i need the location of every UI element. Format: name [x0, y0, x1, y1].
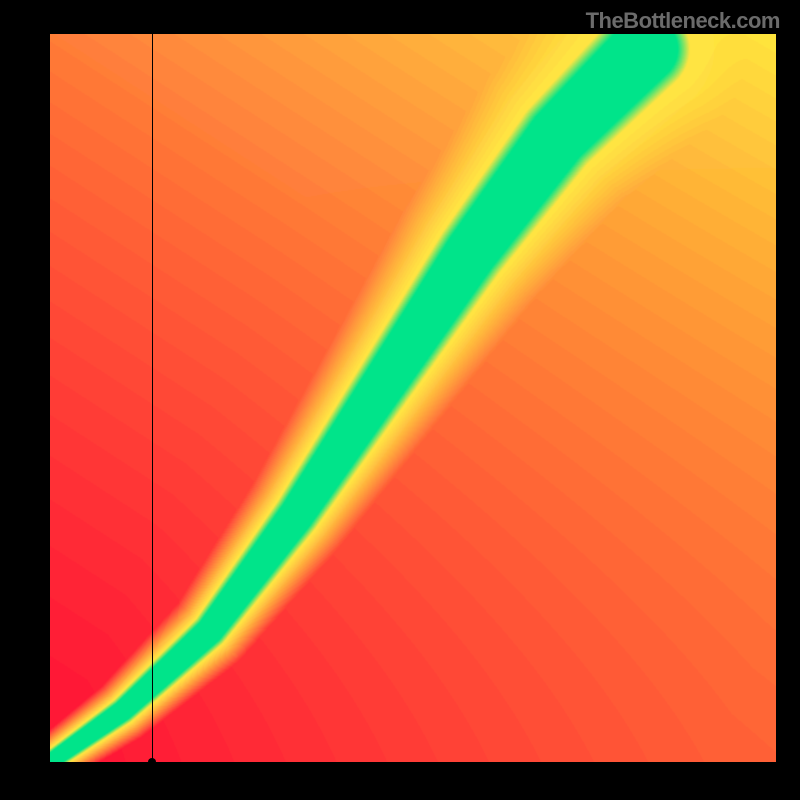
- bottleneck-heatmap-plot: [50, 34, 776, 762]
- heatmap-canvas: [50, 34, 776, 762]
- crosshair-vertical-line: [152, 34, 153, 762]
- crosshair-marker-dot: [148, 758, 156, 762]
- watermark-text: TheBottleneck.com: [586, 8, 780, 34]
